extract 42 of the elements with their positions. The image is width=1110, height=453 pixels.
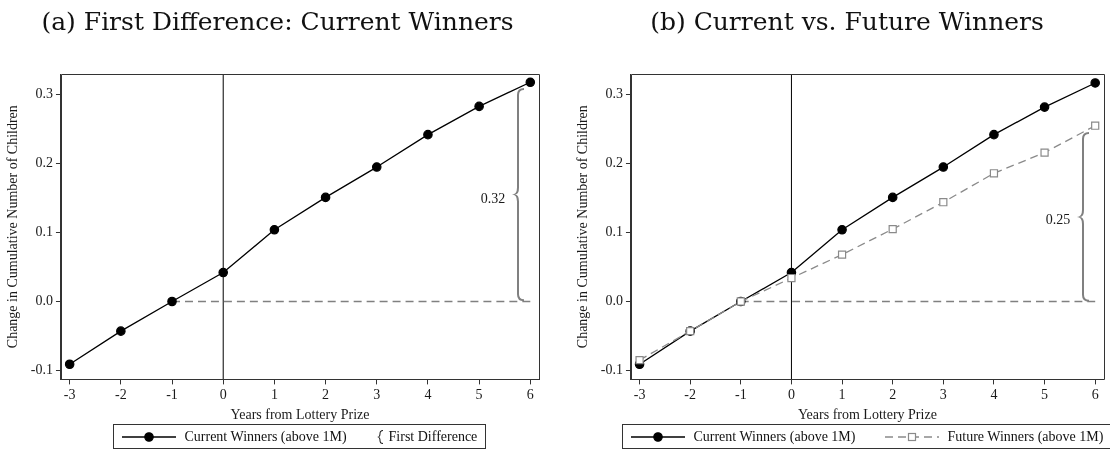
y-tick-label: 0.1 bbox=[605, 224, 623, 240]
x-tick-label: -3 bbox=[633, 387, 646, 403]
y-tick-label: 0.0 bbox=[605, 293, 623, 309]
annotation: 0.32 bbox=[480, 190, 506, 206]
y-tick-label: 0.0 bbox=[35, 293, 53, 309]
x-axis-title: Years from Lottery Prize bbox=[797, 407, 937, 423]
annotation: 0.25 bbox=[1045, 212, 1071, 228]
chart-title: (b) Current vs. Future Winners bbox=[649, 6, 1045, 38]
x-tick-label: -1 bbox=[734, 387, 747, 403]
x-tick-label: 0 bbox=[787, 387, 795, 403]
y-tick-label: 0.3 bbox=[35, 86, 53, 102]
x-tick-label: 2 bbox=[322, 387, 330, 403]
x-tick-label: 6 bbox=[526, 387, 534, 403]
x-axis-title: Years from Lottery Prize bbox=[230, 407, 370, 423]
x-tick-label: -2 bbox=[115, 387, 127, 403]
x-tick-label: 3 bbox=[939, 387, 947, 403]
chart-title: (a) First Difference: Current Winners bbox=[40, 6, 515, 38]
x-tick-label: 4 bbox=[990, 387, 998, 403]
legend-label: Future Winners (above 1M) bbox=[947, 428, 1104, 445]
y-tick-label: -0.1 bbox=[30, 362, 53, 378]
x-tick-label: 2 bbox=[889, 387, 897, 403]
x-tick-label: 3 bbox=[373, 387, 381, 403]
y-axis-title: Change in Cumulative Number of Children bbox=[5, 105, 21, 349]
y-axis-title: Change in Cumulative Number of Children bbox=[575, 105, 591, 349]
x-tick-label: 0 bbox=[219, 387, 227, 403]
legend-label: Current Winners (above 1M) bbox=[693, 428, 856, 445]
y-tick-label: 0.3 bbox=[605, 86, 623, 102]
x-tick-label: 5 bbox=[475, 387, 483, 403]
x-tick-label: -1 bbox=[166, 387, 178, 403]
y-tick-label: -0.1 bbox=[600, 362, 623, 378]
y-tick-label: 0.2 bbox=[35, 155, 53, 171]
y-tick-label: 0.2 bbox=[605, 155, 623, 171]
y-tick-label: 0.1 bbox=[35, 224, 53, 240]
x-tick-label: 4 bbox=[424, 387, 432, 403]
legend-label: Current Winners (above 1M) bbox=[184, 428, 347, 445]
x-tick-label: -2 bbox=[684, 387, 697, 403]
x-tick-label: 1 bbox=[270, 387, 278, 403]
x-tick-label: 5 bbox=[1041, 387, 1049, 403]
text: First Difference bbox=[388, 428, 478, 445]
x-tick-label: -3 bbox=[63, 387, 76, 403]
x-tick-label: 1 bbox=[838, 387, 846, 403]
x-tick-label: 6 bbox=[1091, 387, 1099, 403]
